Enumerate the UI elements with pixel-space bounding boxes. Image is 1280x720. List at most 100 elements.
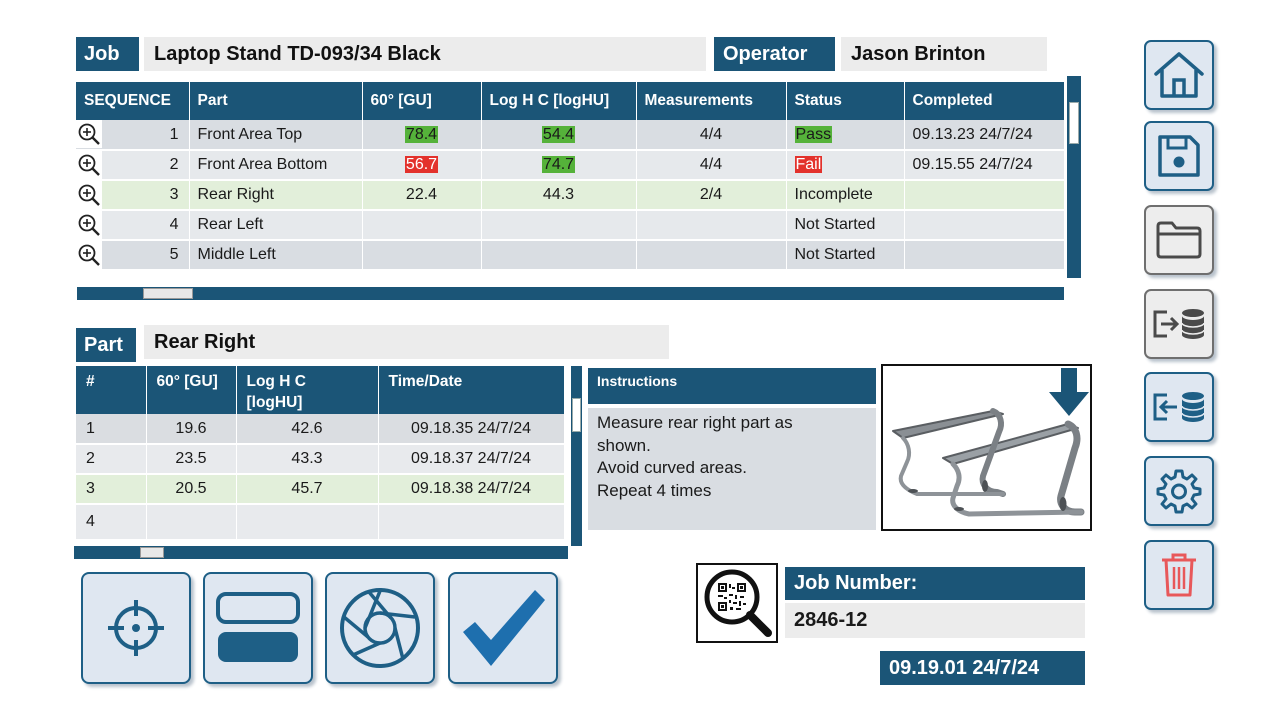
status-badge: Incomplete — [786, 180, 905, 211]
target-button[interactable] — [81, 572, 191, 684]
part-name-field[interactable]: Rear Right — [144, 325, 669, 359]
gu-value: 19.6 — [146, 414, 237, 445]
completed-value — [904, 180, 1065, 211]
loghu-value: 54.4 — [541, 125, 576, 143]
col-header-completed[interactable]: Completed — [904, 82, 1065, 120]
zoom-in-icon[interactable] — [76, 151, 102, 179]
capture-button[interactable] — [325, 572, 435, 684]
delete-button[interactable] — [1144, 540, 1214, 610]
col-header-gu[interactable]: 60° [GU] — [146, 366, 237, 414]
part-measurements-table: # 60° [GU] Log H C [logHU] Time/Date 1 19… — [76, 366, 565, 541]
col-header-loghu-line1: Log H C — [246, 373, 306, 390]
part-table-horizontal-scrollbar[interactable] — [74, 546, 568, 559]
table-row[interactable]: 4 — [76, 504, 565, 541]
gu-value: 56.7 — [404, 156, 439, 173]
measurement-number: 4 — [76, 504, 147, 541]
job-number-field[interactable]: 2846-12 — [785, 603, 1085, 638]
scrollbar-thumb[interactable] — [1069, 102, 1079, 144]
completed-value — [904, 240, 1065, 271]
job-name-field[interactable]: Laptop Stand TD-093/34 Black — [144, 37, 706, 71]
status-badge: Pass — [794, 125, 833, 143]
zoom-in-icon[interactable] — [76, 181, 102, 209]
job-number-label: Job Number: — [785, 567, 1085, 600]
part-name: Rear Right — [189, 180, 363, 211]
scrollbar-thumb[interactable] — [143, 288, 193, 299]
status-badge: Not Started — [786, 210, 905, 241]
trash-icon — [1162, 553, 1196, 597]
col-header-sequence[interactable]: SEQUENCE — [76, 82, 190, 120]
loghu-value: 44.3 — [481, 180, 637, 211]
table-row[interactable]: 2 Front Area Bottom 56.7 74.7 4/4 Fail 0… — [76, 150, 1065, 181]
part-reference-image — [881, 364, 1092, 531]
col-header-gu[interactable]: 60° [GU] — [362, 82, 482, 120]
table-row[interactable]: 1 Front Area Top 78.4 54.4 4/4 Pass 09.1… — [76, 120, 1065, 151]
scan-qr-button[interactable] — [696, 563, 778, 643]
zoom-in-icon[interactable] — [76, 211, 102, 239]
table-row[interactable]: 1 19.6 42.6 09.18.35 24/7/24 — [76, 414, 565, 445]
time-date-value: 09.18.37 24/7/24 — [378, 444, 565, 475]
measurement-number: 2 — [76, 444, 147, 475]
loghu-value: 74.7 — [541, 156, 576, 173]
completed-value — [904, 210, 1065, 241]
sequence-number: 2 — [169, 156, 179, 173]
instruction-line: shown. — [597, 435, 651, 455]
scrollbar-thumb[interactable] — [140, 547, 164, 558]
loghu-value: 45.7 — [236, 474, 379, 505]
checkmark-icon — [463, 590, 545, 666]
measurement-number: 1 — [76, 414, 147, 445]
import-database-button[interactable] — [1144, 372, 1214, 442]
col-header-measurements[interactable]: Measurements — [636, 82, 787, 120]
export-database-button[interactable] — [1144, 289, 1214, 359]
col-header-loghu-line2: [logHU] — [246, 394, 303, 411]
completed-value: 09.15.55 24/7/24 — [904, 150, 1065, 181]
table-row[interactable]: 5 Middle Left Not Started — [76, 240, 1065, 271]
col-header-loghu[interactable]: Log H C [logHU] — [481, 82, 637, 120]
sequence-table: SEQUENCE Part 60° [GU] Log H C [logHU] M… — [76, 82, 1065, 271]
save-button[interactable] — [1144, 121, 1214, 191]
completed-value: 09.13.23 24/7/24 — [904, 120, 1065, 151]
settings-button[interactable] — [1144, 456, 1214, 526]
sequence-table-vertical-scrollbar[interactable] — [1067, 76, 1081, 278]
status-badge: Fail — [794, 156, 823, 173]
home-button[interactable] — [1144, 40, 1214, 110]
sequence-table-horizontal-scrollbar[interactable] — [77, 287, 1064, 300]
scrollbar-thumb[interactable] — [572, 398, 581, 432]
gear-icon — [1156, 469, 1202, 514]
instruction-line: Avoid curved areas. — [597, 458, 747, 477]
col-header-loghu[interactable]: Log H C [logHU] — [236, 366, 379, 414]
table-row[interactable]: 4 Rear Left Not Started — [76, 210, 1065, 241]
save-icon — [1158, 135, 1200, 177]
operator-name-field[interactable]: Jason Brinton — [841, 37, 1047, 71]
part-name: Front Area Top — [189, 120, 363, 151]
zoom-in-icon[interactable] — [76, 120, 102, 148]
table-row[interactable]: 2 23.5 43.3 09.18.37 24/7/24 — [76, 444, 565, 475]
part-name: Front Area Bottom — [189, 150, 363, 181]
sequence-number: 5 — [169, 246, 179, 263]
instruction-line: Measure rear right part as — [597, 413, 793, 432]
gu-value: 20.5 — [146, 474, 237, 505]
col-header-number[interactable]: # — [76, 366, 147, 414]
loghu-value — [481, 210, 637, 241]
measurement-number: 3 — [76, 474, 147, 505]
confirm-button[interactable] — [448, 572, 558, 684]
home-icon — [1154, 52, 1204, 98]
col-header-status[interactable]: Status — [786, 82, 905, 120]
measurements-value: 4/4 — [636, 150, 787, 181]
job-label: Job — [76, 37, 139, 71]
loghu-value: 43.3 — [236, 444, 379, 475]
table-row-selected[interactable]: 3 20.5 45.7 09.18.38 24/7/24 — [76, 474, 565, 505]
import-database-icon — [1153, 392, 1205, 422]
measurements-value — [636, 210, 787, 241]
instructions-body: Measure rear right part as shown. Avoid … — [588, 408, 876, 530]
aperture-icon — [340, 588, 420, 668]
zoom-in-icon[interactable] — [76, 241, 102, 269]
col-header-part[interactable]: Part — [189, 82, 363, 120]
toggle-button[interactable] — [203, 572, 313, 684]
measurements-value: 2/4 — [636, 180, 787, 211]
sequence-number: 3 — [169, 186, 179, 203]
table-row-selected[interactable]: 3 Rear Right 22.4 44.3 2/4 Incomplete — [76, 180, 1065, 211]
open-folder-button[interactable] — [1144, 205, 1214, 275]
col-header-time-date[interactable]: Time/Date — [378, 366, 565, 414]
part-table-vertical-scrollbar[interactable] — [571, 366, 582, 546]
gu-value — [362, 240, 482, 271]
